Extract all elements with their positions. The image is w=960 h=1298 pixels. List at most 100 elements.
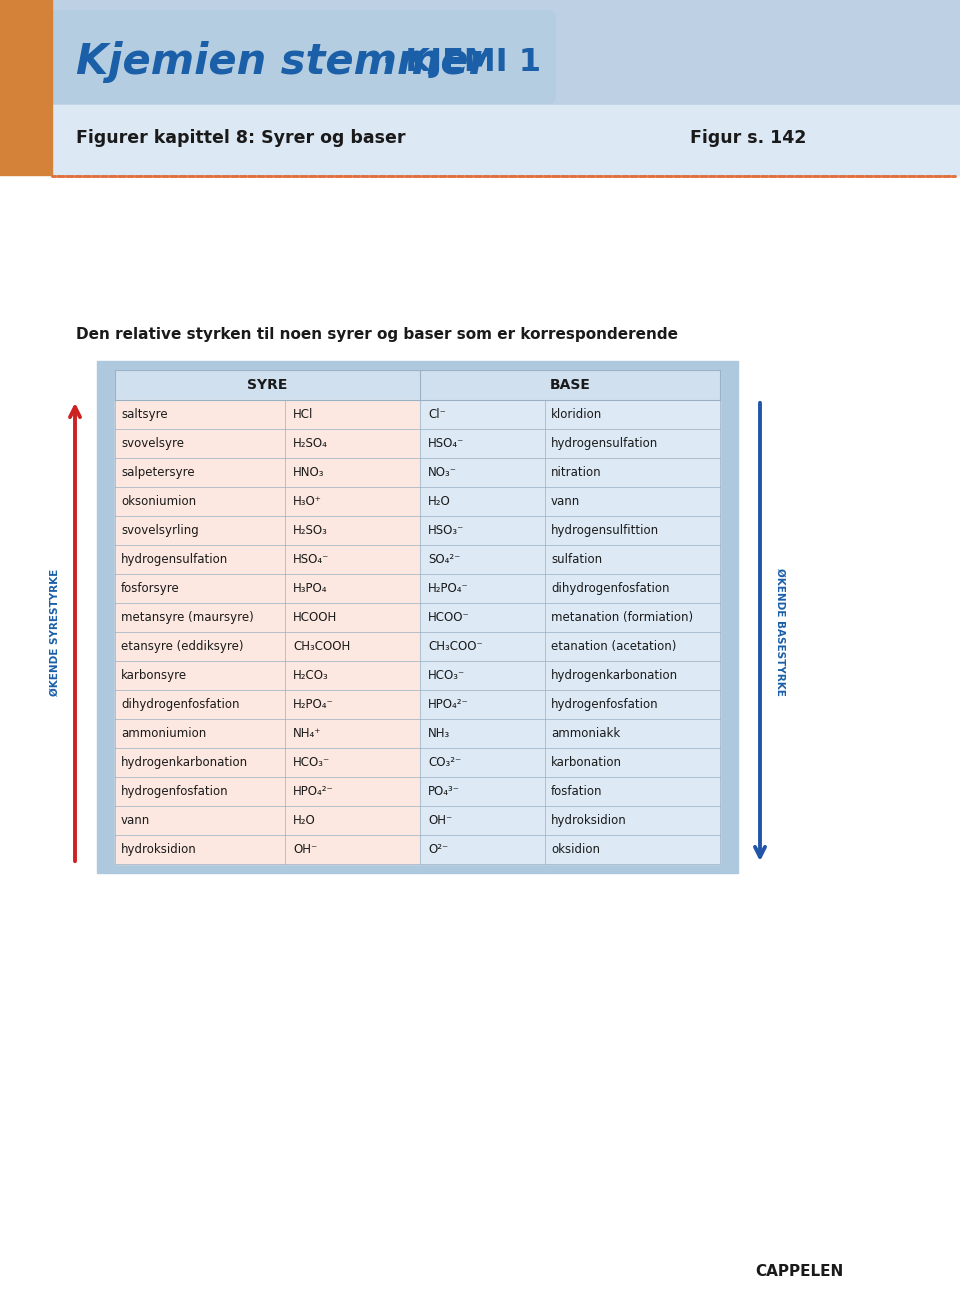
Text: svovelsyre: svovelsyre <box>121 437 184 450</box>
Text: CH₃COOH: CH₃COOH <box>293 640 350 653</box>
Text: etanation (acetation): etanation (acetation) <box>551 640 677 653</box>
Bar <box>420 400 720 430</box>
Bar <box>52 105 960 175</box>
Bar <box>420 517 720 545</box>
Text: HPO₄²⁻: HPO₄²⁻ <box>293 785 334 798</box>
Text: O²⁻: O²⁻ <box>428 842 448 855</box>
Text: SO₄²⁻: SO₄²⁻ <box>428 553 461 566</box>
Bar <box>420 778 720 806</box>
Text: H₂PO₄⁻: H₂PO₄⁻ <box>293 698 334 711</box>
Text: BASE: BASE <box>549 378 590 392</box>
Bar <box>420 748 720 778</box>
Bar <box>115 748 420 778</box>
Text: ammoniakk: ammoniakk <box>551 727 620 740</box>
Text: · KJEMI 1: · KJEMI 1 <box>371 47 541 78</box>
Text: metanation (formiation): metanation (formiation) <box>551 611 693 624</box>
Text: PO₄³⁻: PO₄³⁻ <box>428 785 460 798</box>
Text: hydrogensulfation: hydrogensulfation <box>551 437 659 450</box>
Text: HCO₃⁻: HCO₃⁻ <box>428 668 466 681</box>
Text: ØKENDE SYRESTYRKE: ØKENDE SYRESTYRKE <box>50 569 60 696</box>
Text: fosfation: fosfation <box>551 785 603 798</box>
Text: hydrogenkarbonation: hydrogenkarbonation <box>551 668 678 681</box>
Text: karbonation: karbonation <box>551 755 622 768</box>
Text: nitration: nitration <box>551 466 602 479</box>
Bar <box>420 719 720 748</box>
Bar <box>0 0 52 175</box>
Text: HNO₃: HNO₃ <box>293 466 324 479</box>
Text: H₂O: H₂O <box>428 495 451 508</box>
Text: H₂SO₃: H₂SO₃ <box>293 524 328 537</box>
Text: ammoniumion: ammoniumion <box>121 727 206 740</box>
Text: HSO₄⁻: HSO₄⁻ <box>428 437 465 450</box>
Bar <box>115 691 420 719</box>
Bar <box>115 661 420 691</box>
Text: dihydrogenfosfation: dihydrogenfosfation <box>121 698 239 711</box>
Text: Figur s. 142: Figur s. 142 <box>690 129 806 147</box>
Text: NH₄⁺: NH₄⁺ <box>293 727 322 740</box>
Text: HPO₄²⁻: HPO₄²⁻ <box>428 698 468 711</box>
Text: hydrogenfosfation: hydrogenfosfation <box>121 785 228 798</box>
Bar <box>420 632 720 661</box>
Text: saltsyre: saltsyre <box>121 408 168 421</box>
Bar <box>420 487 720 517</box>
Text: CAPPELEN: CAPPELEN <box>755 1264 843 1280</box>
Text: HCOOH: HCOOH <box>293 611 337 624</box>
Text: ØKENDE BASESTYRKE: ØKENDE BASESTYRKE <box>775 569 785 696</box>
Bar <box>115 400 420 430</box>
Text: NO₃⁻: NO₃⁻ <box>428 466 457 479</box>
Text: CH₃COO⁻: CH₃COO⁻ <box>428 640 483 653</box>
Text: fosforsyre: fosforsyre <box>121 582 180 594</box>
Bar <box>97 361 738 874</box>
Bar <box>420 370 720 400</box>
Bar <box>115 487 420 517</box>
Bar <box>420 835 720 864</box>
Bar <box>115 430 420 458</box>
Text: OH⁻: OH⁻ <box>293 842 317 855</box>
Bar <box>115 517 420 545</box>
Text: hydrogensulfation: hydrogensulfation <box>121 553 228 566</box>
Text: etansyre (eddiksyre): etansyre (eddiksyre) <box>121 640 244 653</box>
Text: hydroksidion: hydroksidion <box>121 842 197 855</box>
Bar <box>420 545 720 574</box>
Text: vann: vann <box>121 814 151 827</box>
Text: HCOO⁻: HCOO⁻ <box>428 611 469 624</box>
Text: HCO₃⁻: HCO₃⁻ <box>293 755 330 768</box>
Bar <box>420 430 720 458</box>
Bar <box>420 604 720 632</box>
Text: Cl⁻: Cl⁻ <box>428 408 445 421</box>
Text: svovelsyrling: svovelsyrling <box>121 524 199 537</box>
Text: hydrogenfosfation: hydrogenfosfation <box>551 698 659 711</box>
Text: hydrogensulfittion: hydrogensulfittion <box>551 524 660 537</box>
Text: oksidion: oksidion <box>551 842 600 855</box>
Text: HSO₄⁻: HSO₄⁻ <box>293 553 329 566</box>
Text: H₂O: H₂O <box>293 814 316 827</box>
Bar <box>420 661 720 691</box>
Text: Figurer kapittel 8: Syrer og baser: Figurer kapittel 8: Syrer og baser <box>76 129 405 147</box>
Text: hydrogenkarbonation: hydrogenkarbonation <box>121 755 248 768</box>
Text: SYRE: SYRE <box>248 378 288 392</box>
Text: H₂CO₃: H₂CO₃ <box>293 668 328 681</box>
Bar <box>115 370 420 400</box>
Bar <box>115 806 420 835</box>
Text: HSO₃⁻: HSO₃⁻ <box>428 524 465 537</box>
Text: oksoniumion: oksoniumion <box>121 495 196 508</box>
Bar <box>115 574 420 604</box>
Text: hydroksidion: hydroksidion <box>551 814 627 827</box>
Text: salpetersyre: salpetersyre <box>121 466 195 479</box>
Text: H₂SO₄: H₂SO₄ <box>293 437 328 450</box>
FancyBboxPatch shape <box>50 10 556 104</box>
Text: HCl: HCl <box>293 408 313 421</box>
Bar <box>115 545 420 574</box>
Bar <box>420 574 720 604</box>
Text: kloridion: kloridion <box>551 408 602 421</box>
Text: OH⁻: OH⁻ <box>428 814 452 827</box>
Text: metansyre (maursyre): metansyre (maursyre) <box>121 611 253 624</box>
Text: H₂PO₄⁻: H₂PO₄⁻ <box>428 582 468 594</box>
Text: NH₃: NH₃ <box>428 727 450 740</box>
Bar <box>115 604 420 632</box>
Text: vann: vann <box>551 495 580 508</box>
Text: dihydrogenfosfation: dihydrogenfosfation <box>551 582 669 594</box>
Text: H₃PO₄: H₃PO₄ <box>293 582 327 594</box>
Bar <box>115 835 420 864</box>
Text: karbonsyre: karbonsyre <box>121 668 187 681</box>
